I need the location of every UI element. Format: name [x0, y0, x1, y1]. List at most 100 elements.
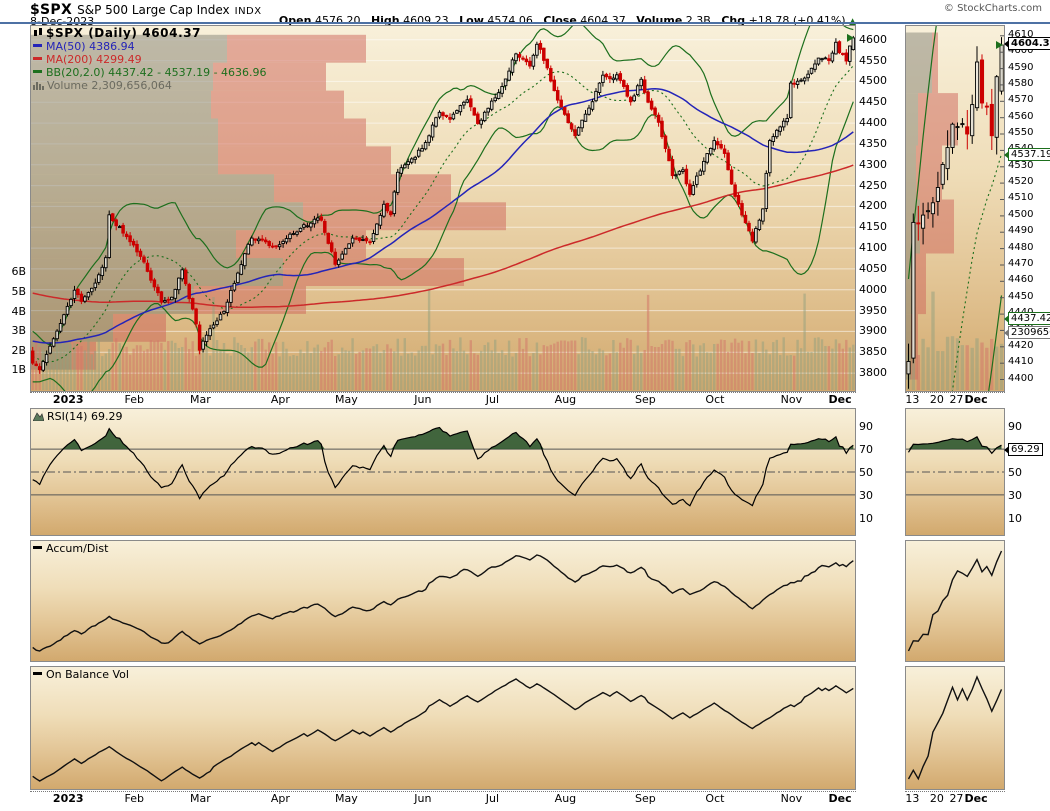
price-axis-label: 4350	[859, 136, 887, 150]
legend-accum: Accum/Dist	[46, 542, 109, 555]
rsi-axis-label: 90	[859, 420, 873, 434]
price-axis-label: 3800	[859, 366, 887, 380]
main-legend: $SPX (Daily) 4604.37 MA(50) 4386.94 MA(2…	[33, 27, 267, 92]
price-axis-label: 4100	[859, 241, 887, 255]
zoom-price-axis-label: 4400	[1008, 372, 1034, 384]
accum-dist-line-icon	[33, 546, 42, 549]
zoom-price-axis-label: 4580	[1008, 77, 1034, 89]
month-label: Apr	[270, 792, 290, 805]
accum-dist-panel	[30, 540, 856, 662]
zoom-price-axis-label: 4410	[1008, 356, 1034, 368]
zoom-price-axis-label: 4450	[1008, 290, 1034, 302]
rsi-axis-label: 30	[859, 488, 873, 502]
rsi-mountain-icon	[32, 411, 45, 424]
month-label: Nov	[780, 393, 803, 406]
rsi-zoom-panel	[905, 408, 1005, 536]
zoom-price-axis-label: 4560	[1008, 110, 1034, 122]
rsi-legend: RSI(14) 69.29	[32, 410, 123, 424]
month-label: Dec	[828, 393, 852, 406]
month-label: 2023	[52, 792, 84, 805]
rsi-axis-label: 10	[859, 511, 873, 525]
month-label: Jul	[485, 393, 500, 406]
exchange: INDX	[234, 6, 262, 17]
month-label: May	[335, 792, 358, 805]
month-label: Nov	[780, 792, 803, 805]
zoom-date-label: Dec	[964, 792, 988, 805]
zoom-date-label: Dec	[964, 393, 988, 406]
zoom-price-axis-label: 4420	[1008, 339, 1034, 351]
chart-date: 8-Dec-2023	[30, 15, 94, 28]
zoom-date-label: 27	[949, 792, 964, 805]
zoom-price-axis-label: 4530	[1008, 159, 1034, 171]
bb-mid-badge: 4537.19	[1003, 148, 1050, 161]
bb-line-icon	[33, 70, 42, 73]
volume-axis-label: 3B	[11, 324, 26, 338]
tick-strip	[905, 392, 1005, 393]
zoom-price-axis-label: 4610	[1008, 28, 1034, 40]
ma50-line-icon	[33, 44, 42, 47]
tick-strip	[30, 791, 856, 792]
month-label: Feb	[124, 792, 145, 805]
header-divider	[0, 22, 1050, 24]
price-axis-label: 4450	[859, 95, 887, 109]
zoom-date-label: 20	[929, 393, 944, 406]
month-label: Dec	[828, 792, 852, 805]
volume-axis-label: 6B	[11, 265, 26, 279]
price-axis-label: 4200	[859, 199, 887, 213]
price-axis-label: 4400	[859, 116, 887, 130]
obv-panel	[30, 666, 856, 790]
price-axis-label: 3850	[859, 345, 887, 359]
obv-zoom-panel	[905, 666, 1005, 790]
price-axis-label: 4150	[859, 220, 887, 234]
rsi-axis-label: 50	[1008, 466, 1022, 479]
obv-line-icon	[33, 672, 42, 675]
zoom-price-axis-label: 4520	[1008, 176, 1034, 188]
month-label: Apr	[270, 393, 290, 406]
month-label: May	[335, 393, 358, 406]
month-label: Oct	[705, 792, 725, 805]
zoom-price-axis-label: 4470	[1008, 257, 1034, 269]
zoom-price-axis-label: 4570	[1008, 94, 1034, 106]
month-label: Mar	[189, 792, 211, 805]
tick-strip	[30, 392, 856, 393]
candlestick-icon	[33, 28, 43, 41]
legend-ma50: MA(50) 4386.94	[46, 40, 135, 53]
tick-strip	[905, 791, 1005, 792]
rsi-panel	[30, 408, 856, 536]
rsi-axis-label: 30	[1008, 488, 1022, 502]
zoom-price-axis-label: 4550	[1008, 127, 1034, 139]
month-label: Aug	[554, 393, 577, 406]
month-label: Sep	[635, 393, 656, 406]
rsi-axis-label: 70	[859, 443, 873, 457]
zoom-date-label: 13	[905, 393, 920, 406]
price-axis-label: 4550	[859, 53, 887, 67]
month-label: Mar	[189, 393, 211, 406]
month-label: 2023	[52, 393, 84, 406]
zoom-date-label: 27	[949, 393, 964, 406]
price-axis-label: 4600	[859, 32, 887, 46]
symbol: $SPX	[30, 2, 73, 18]
accum-dist-legend: Accum/Dist	[33, 542, 108, 555]
zoom-price-chart	[905, 25, 1005, 392]
rsi-axis-label: 10	[1008, 511, 1022, 525]
legend-obv: On Balance Vol	[46, 668, 129, 681]
price-axis-label: 4250	[859, 178, 887, 192]
bb-low-badge: 4437.42	[1003, 312, 1050, 325]
zoom-price-axis-label: 4600	[1008, 45, 1034, 57]
legend-rsi: RSI(14) 69.29	[47, 410, 123, 423]
rsi-axis-label: 90	[1008, 420, 1022, 434]
legend-volume: Volume 2,309,656,064	[47, 79, 172, 92]
zoom-date-label: 20	[929, 792, 944, 805]
accum-dist-zoom-panel	[905, 540, 1005, 662]
month-label: Feb	[124, 393, 145, 406]
ma200-line-icon	[33, 57, 42, 60]
price-axis-label: 4050	[859, 261, 887, 275]
month-label: Jun	[414, 393, 432, 406]
zoom-price-axis-label: 4590	[1008, 61, 1034, 73]
volume-axis-label: 2B	[11, 343, 26, 357]
symbol-name: S&P 500 Large Cap Index	[77, 3, 230, 17]
last-price-badge: 4604.37	[1004, 37, 1050, 50]
zoom-price-axis-label: 4500	[1008, 208, 1034, 220]
